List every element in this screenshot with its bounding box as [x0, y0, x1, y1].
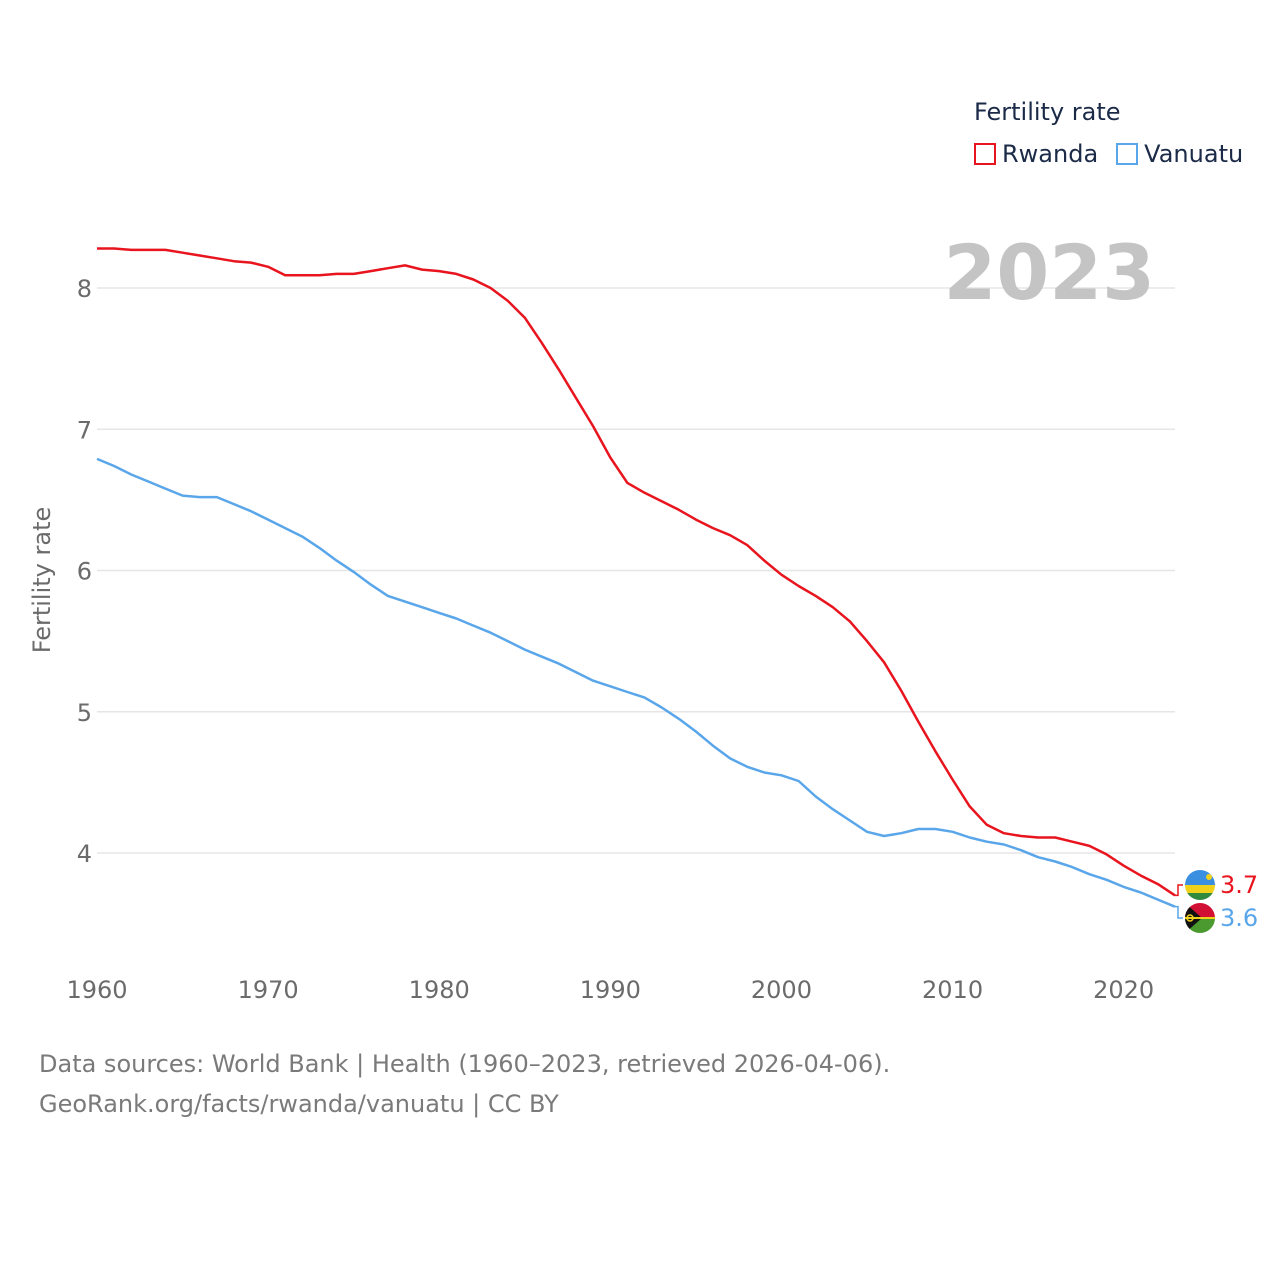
- vanuatu-flag-icon: [1185, 903, 1215, 933]
- attribution-link[interactable]: GeoRank.org/facts/rwanda/vanuatu | CC BY: [39, 1090, 559, 1118]
- legend-label-vanuatu: Vanuatu: [1144, 140, 1244, 168]
- end-connector-rwanda: [1175, 884, 1183, 897]
- y-tick-label: 6: [77, 558, 92, 586]
- x-tick-label: 1990: [580, 976, 641, 1004]
- end-label-rwanda: 3.7: [1220, 871, 1258, 899]
- y-axis-label: Fertility rate: [28, 507, 56, 654]
- y-tick-label: 8: [77, 275, 92, 303]
- rwanda-swatch-icon: [974, 143, 996, 165]
- end-labels: 3.73.6: [1175, 871, 1258, 932]
- legend-item-rwanda[interactable]: Rwanda: [974, 140, 1098, 168]
- x-tick-label: 2000: [751, 976, 812, 1004]
- rwanda-flag-icon: [1185, 870, 1215, 900]
- data-sources-text: Data sources: World Bank | Health (1960–…: [39, 1050, 891, 1078]
- y-tick-label: 4: [77, 840, 92, 868]
- x-tick-label: 2010: [922, 976, 983, 1004]
- y-tick-label: 7: [77, 416, 92, 444]
- gridlines: [97, 287, 1175, 854]
- series-line-rwanda: [97, 247, 1176, 897]
- legend-item-vanuatu[interactable]: Vanuatu: [1116, 140, 1243, 168]
- footer: Data sources: World Bank | Health (1960–…: [39, 1044, 890, 1124]
- x-tick-label: 1960: [66, 976, 127, 1004]
- vanuatu-swatch-icon: [1116, 143, 1139, 165]
- end-connector-vanuatu: [1175, 905, 1183, 919]
- legend: Rwanda Vanuatu: [974, 140, 1261, 168]
- y-tick-label: 5: [77, 699, 92, 727]
- end-label-vanuatu: 3.6: [1220, 904, 1258, 932]
- x-tick-label: 1970: [238, 976, 299, 1004]
- y-axis-ticks: 4 5 6 7 8: [77, 275, 92, 868]
- series-lines: [96, 247, 1176, 908]
- series-line-vanuatu: [96, 457, 1176, 908]
- flag-markers: [1185, 870, 1215, 933]
- legend-title: Fertility rate: [974, 98, 1121, 126]
- x-tick-label: 1980: [409, 976, 470, 1004]
- x-tick-label: 2020: [1093, 976, 1154, 1004]
- year-watermark: 2023: [943, 228, 1155, 317]
- legend-label-rwanda: Rwanda: [1002, 140, 1099, 168]
- x-axis-ticks: 1960 1970 1980 1990 2000 2010 2020: [66, 976, 1154, 1004]
